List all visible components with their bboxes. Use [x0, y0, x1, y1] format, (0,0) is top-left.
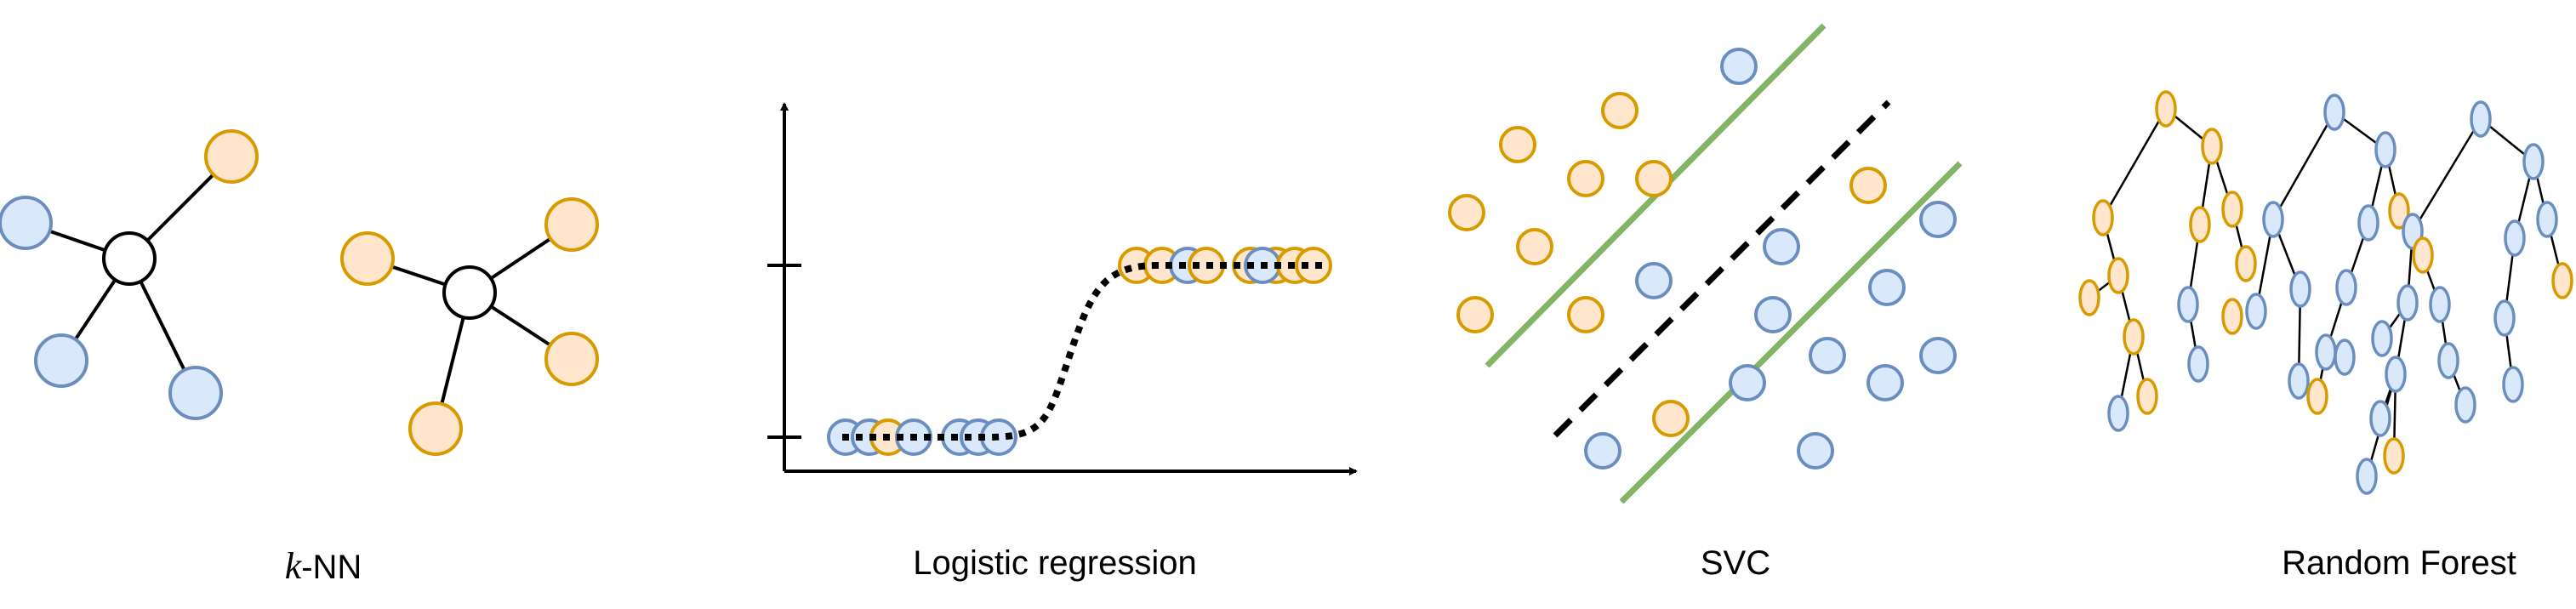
random-forest-panel	[2078, 90, 2573, 495]
decision-tree-3	[2356, 100, 2573, 495]
knn-neighbor-orange	[204, 129, 259, 184]
decision-boundary	[1553, 100, 1891, 438]
svc-caption: SVC	[1700, 544, 1771, 582]
knn-query-point	[442, 265, 497, 320]
logistic-regression-caption: Logistic regression	[913, 544, 1197, 582]
svc-orange-points	[1448, 92, 1887, 437]
knn-neighbor-orange	[408, 401, 463, 456]
knn-neighbor-orange	[544, 332, 599, 386]
margin-line-lower	[1619, 161, 1963, 504]
knn-caption-k: k	[284, 545, 302, 587]
knn-panel	[0, 129, 599, 456]
knn-caption-text: -NN	[301, 549, 362, 586]
knn-query-point	[102, 231, 157, 286]
random-forest-caption: Random Forest	[2282, 544, 2516, 582]
sigmoid-curve	[842, 262, 1324, 441]
decision-tree-1	[2078, 90, 2257, 432]
knn-neighbor-orange	[544, 197, 599, 252]
knn-neighbor-blue	[168, 366, 223, 420]
knn-caption: k-NN	[196, 544, 451, 592]
svc-panel	[1448, 23, 1963, 504]
knn-neighbor-blue	[0, 196, 53, 250]
decision-tree-2	[2245, 94, 2410, 415]
knn-graph-right	[367, 223, 573, 430]
knn-neighbor-orange	[340, 231, 395, 286]
logistic-panel	[767, 102, 1358, 475]
svc-blue-points	[1584, 48, 1957, 470]
knn-neighbor-blue	[34, 333, 88, 388]
